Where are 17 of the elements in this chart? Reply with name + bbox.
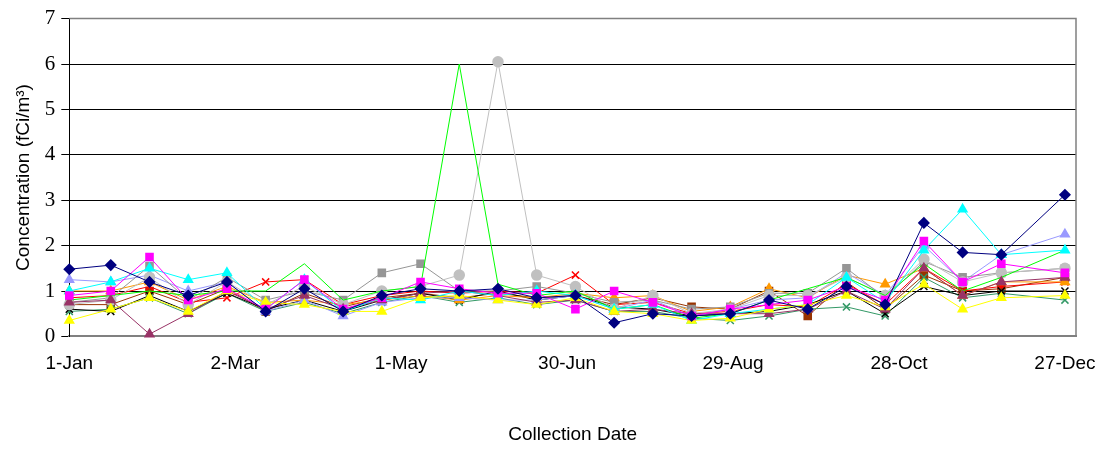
x-tick-label: 29-Aug xyxy=(702,352,764,374)
x-tick-label: 30-Jun xyxy=(538,352,597,374)
x-tick-label: 27-Dec xyxy=(1034,352,1096,374)
x-tick-label: 2-Mar xyxy=(210,352,261,374)
y-tick-label: 2 xyxy=(44,232,56,257)
y-tick-label: 3 xyxy=(44,186,56,211)
y-tick-label: 1 xyxy=(44,277,56,302)
x-axis-title: Collection Date xyxy=(508,422,638,444)
x-tick-label: 28-Oct xyxy=(870,352,929,374)
x-tick-label: 1-May xyxy=(374,352,429,374)
y-tick-label: 0 xyxy=(44,322,56,347)
y-tick-label: 5 xyxy=(44,95,56,120)
y-tick-label: 6 xyxy=(44,50,56,75)
y-tick-label: 7 xyxy=(44,5,56,30)
y-axis-title: Concentration (fCi/m³) xyxy=(11,84,33,271)
x-tick-label: 1-Jan xyxy=(45,352,94,374)
y-tick-label: 4 xyxy=(44,141,56,166)
